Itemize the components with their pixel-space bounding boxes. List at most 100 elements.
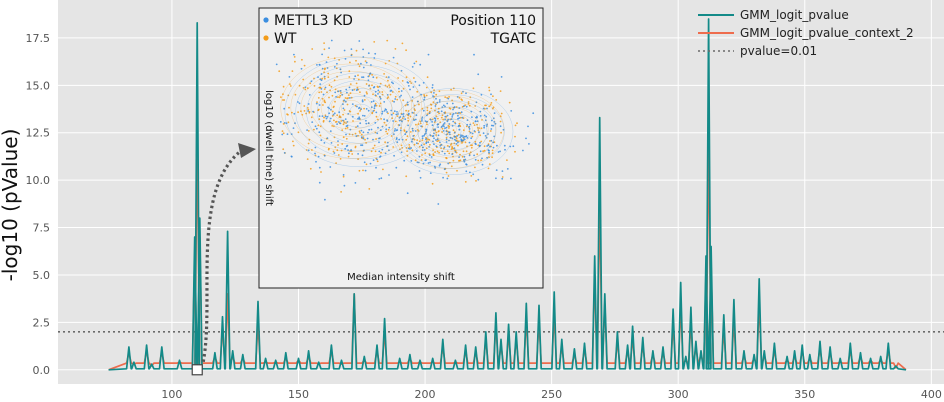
inset-point xyxy=(410,82,413,84)
inset-point xyxy=(433,132,435,135)
inset-point xyxy=(437,134,440,137)
inset-point xyxy=(450,88,452,91)
inset-point xyxy=(301,113,304,116)
inset-point xyxy=(418,155,421,158)
inset-point xyxy=(425,141,428,144)
inset-point xyxy=(322,93,325,96)
inset-point xyxy=(483,124,486,127)
inset-point xyxy=(365,142,367,144)
inset-point xyxy=(393,130,396,132)
inset-annotation-position: Position 110 xyxy=(450,13,536,29)
inset-point xyxy=(358,40,361,42)
inset-point xyxy=(462,139,465,142)
inset-point xyxy=(446,114,449,117)
inset-point xyxy=(357,158,359,161)
inset-point xyxy=(473,124,476,126)
inset-point xyxy=(372,93,374,96)
inset-point xyxy=(323,42,325,44)
inset-contour xyxy=(434,118,471,145)
inset-point xyxy=(437,110,440,113)
inset-point xyxy=(459,153,461,156)
inset-contour xyxy=(330,92,372,123)
inset-point xyxy=(323,116,325,119)
inset-point xyxy=(407,103,409,106)
inset-point xyxy=(293,53,295,56)
position-marker xyxy=(191,364,203,376)
inset-point xyxy=(414,130,417,132)
inset-point xyxy=(283,99,286,101)
inset-point xyxy=(370,128,373,131)
inset-point xyxy=(333,136,336,139)
inset-point xyxy=(478,131,480,134)
inset-point xyxy=(471,116,473,118)
inset-point xyxy=(340,92,342,94)
inset-point xyxy=(405,49,407,52)
inset-point xyxy=(479,150,482,153)
inset-point xyxy=(475,180,477,182)
inset-point xyxy=(283,107,286,110)
inset-point xyxy=(449,133,451,136)
inset-point xyxy=(287,94,290,97)
inset-point xyxy=(350,96,353,99)
inset-point xyxy=(427,162,430,164)
inset-point xyxy=(441,127,444,130)
inset-point xyxy=(381,93,384,96)
inset-point xyxy=(325,117,328,120)
inset-point xyxy=(344,118,347,120)
inset-point xyxy=(473,53,475,56)
inset-point xyxy=(327,76,330,78)
inset-point xyxy=(477,144,480,147)
inset-point xyxy=(372,147,375,150)
inset-point xyxy=(340,71,342,74)
inset-point xyxy=(445,136,448,139)
inset-point xyxy=(386,111,388,113)
inset-point xyxy=(282,132,285,135)
inset-point xyxy=(422,109,425,112)
inset-point xyxy=(452,120,455,123)
inset-point xyxy=(474,105,477,107)
inset-point xyxy=(445,141,448,143)
inset-point xyxy=(473,130,476,132)
inset-point xyxy=(358,65,361,68)
inset-point xyxy=(318,181,321,184)
inset-point xyxy=(290,133,293,136)
inset-point xyxy=(339,94,342,97)
inset-point xyxy=(401,120,403,123)
inset-point xyxy=(407,117,409,119)
inset-point xyxy=(420,144,423,147)
inset-point xyxy=(323,77,326,80)
inset-point xyxy=(416,100,419,103)
inset-point xyxy=(339,122,342,125)
inset-point xyxy=(314,146,317,149)
inset-point xyxy=(442,130,445,132)
inset-point xyxy=(458,117,461,119)
inset-point xyxy=(424,159,427,162)
inset-point xyxy=(297,101,299,103)
inset-point xyxy=(454,151,457,153)
inset-point xyxy=(386,119,388,122)
inset-point xyxy=(341,93,344,96)
inset-point xyxy=(333,66,336,68)
inset-point xyxy=(335,67,338,70)
inset-point xyxy=(433,137,435,140)
inset-point xyxy=(351,103,354,105)
inset-point xyxy=(387,76,390,78)
inset-point xyxy=(464,158,467,161)
inset-point xyxy=(461,155,464,158)
inset-point xyxy=(279,121,282,123)
inset-point xyxy=(468,154,471,157)
inset-point xyxy=(500,112,503,115)
inset-point xyxy=(393,110,396,113)
inset-point xyxy=(385,128,388,131)
inset-point xyxy=(394,48,397,50)
inset-point xyxy=(367,75,370,78)
arrowhead xyxy=(238,143,256,158)
inset-point xyxy=(433,143,435,146)
inset-point xyxy=(432,154,435,156)
inset-point xyxy=(362,136,365,139)
inset-point xyxy=(351,89,354,92)
inset-point xyxy=(449,113,452,115)
inset-point xyxy=(329,117,332,120)
inset-point xyxy=(435,97,437,100)
inset-point xyxy=(411,140,413,143)
